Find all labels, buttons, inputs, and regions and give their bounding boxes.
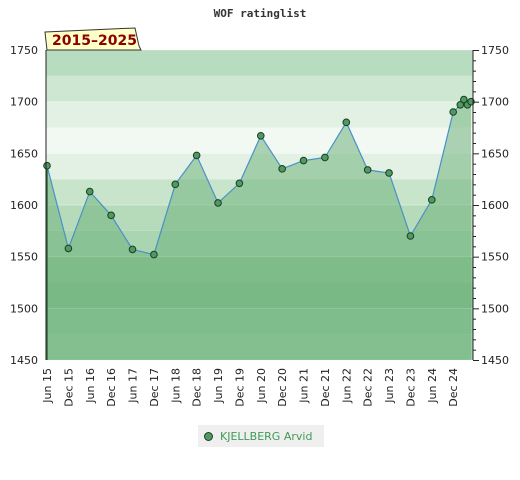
data-point [128, 245, 137, 254]
x-tick-label: Jun 16 [84, 368, 97, 404]
data-point [85, 187, 94, 196]
x-tick-label: Jun 18 [169, 368, 182, 404]
data-point [256, 131, 265, 140]
data-points [43, 95, 475, 259]
data-point [150, 250, 158, 259]
y-tick-label-left: 1600 [10, 199, 38, 212]
data-point [460, 95, 468, 104]
data-point [278, 165, 286, 173]
x-tick-label: Dec 17 [148, 368, 161, 407]
data-point [342, 118, 351, 127]
y-tick-label-right: 1600 [481, 199, 509, 212]
data-point [406, 232, 415, 240]
x-tick-label: Dec 16 [105, 368, 118, 407]
period-badge: 2015–2025 [44, 27, 142, 51]
legend-label: KJELLBERG Arvid [220, 429, 313, 443]
y-tick-label-right: 1500 [481, 302, 509, 315]
x-tick-label: Jun 19 [212, 368, 225, 404]
data-point [192, 151, 201, 160]
x-tick-label: Dec 23 [404, 368, 417, 407]
y-tick-label-left: 1550 [10, 251, 38, 264]
x-tick-label: Dec 20 [276, 368, 289, 407]
data-point [428, 196, 436, 204]
legend: KJELLBERG Arvid [198, 425, 324, 447]
data-point [171, 180, 180, 189]
x-tick-label: Jun 22 [340, 368, 353, 404]
data-point [321, 153, 329, 162]
x-tick-label: Jun 15 [41, 368, 54, 404]
x-tick-label: Dec 22 [362, 368, 375, 407]
y-tick-label-left: 1750 [10, 44, 38, 57]
data-point [299, 156, 308, 165]
y-tick-label-right: 1650 [481, 147, 509, 160]
data-point [235, 179, 244, 188]
data-point [214, 199, 222, 207]
y-tick-label-right: 1700 [481, 96, 509, 109]
x-axis: Jun 15 Dec 15 Jun 16 Dec 16 Jun 17 Dec 17 Jun … [41, 368, 460, 407]
y-tick-label-right: 1450 [481, 354, 509, 367]
x-tick-label: Dec 19 [233, 368, 246, 407]
x-tick-label: Dec 24 [447, 368, 460, 407]
legend-marker-icon [204, 431, 213, 441]
x-tick-label: Jun 17 [127, 368, 140, 404]
y-tick-label-right: 1550 [481, 251, 509, 264]
data-point [449, 108, 457, 116]
x-tick-label: Dec 18 [191, 368, 204, 407]
x-tick-label: Dec 15 [62, 368, 75, 407]
data-point [456, 100, 465, 109]
chart-title: WOF ratinglist [214, 7, 307, 20]
x-tick-label: Jun 20 [255, 368, 268, 404]
y-tick-label-left: 1500 [10, 302, 38, 315]
x-tick-label: Jun 23 [383, 368, 396, 404]
y-tick-label-left: 1700 [10, 96, 38, 109]
period-badge-text: 2015–2025 [52, 33, 137, 49]
data-point [107, 211, 115, 220]
x-tick-label: Jun 21 [298, 368, 311, 404]
data-point [43, 161, 51, 170]
y-tick-label-right: 1750 [481, 44, 509, 57]
data-point [363, 166, 372, 174]
x-tick-label: Jun 24 [426, 368, 439, 404]
data-point [385, 169, 393, 177]
y-tick-label-left: 1650 [10, 147, 38, 160]
x-tick-label: Dec 21 [319, 368, 332, 407]
y-axis-right: 1450 1500 1550 1600 1650 1700 1750 [472, 44, 509, 367]
data-point [64, 244, 73, 253]
y-axis-left: 1450 1500 1550 1600 1650 1700 1750 [10, 44, 47, 367]
y-tick-label-left: 1450 [10, 354, 38, 367]
